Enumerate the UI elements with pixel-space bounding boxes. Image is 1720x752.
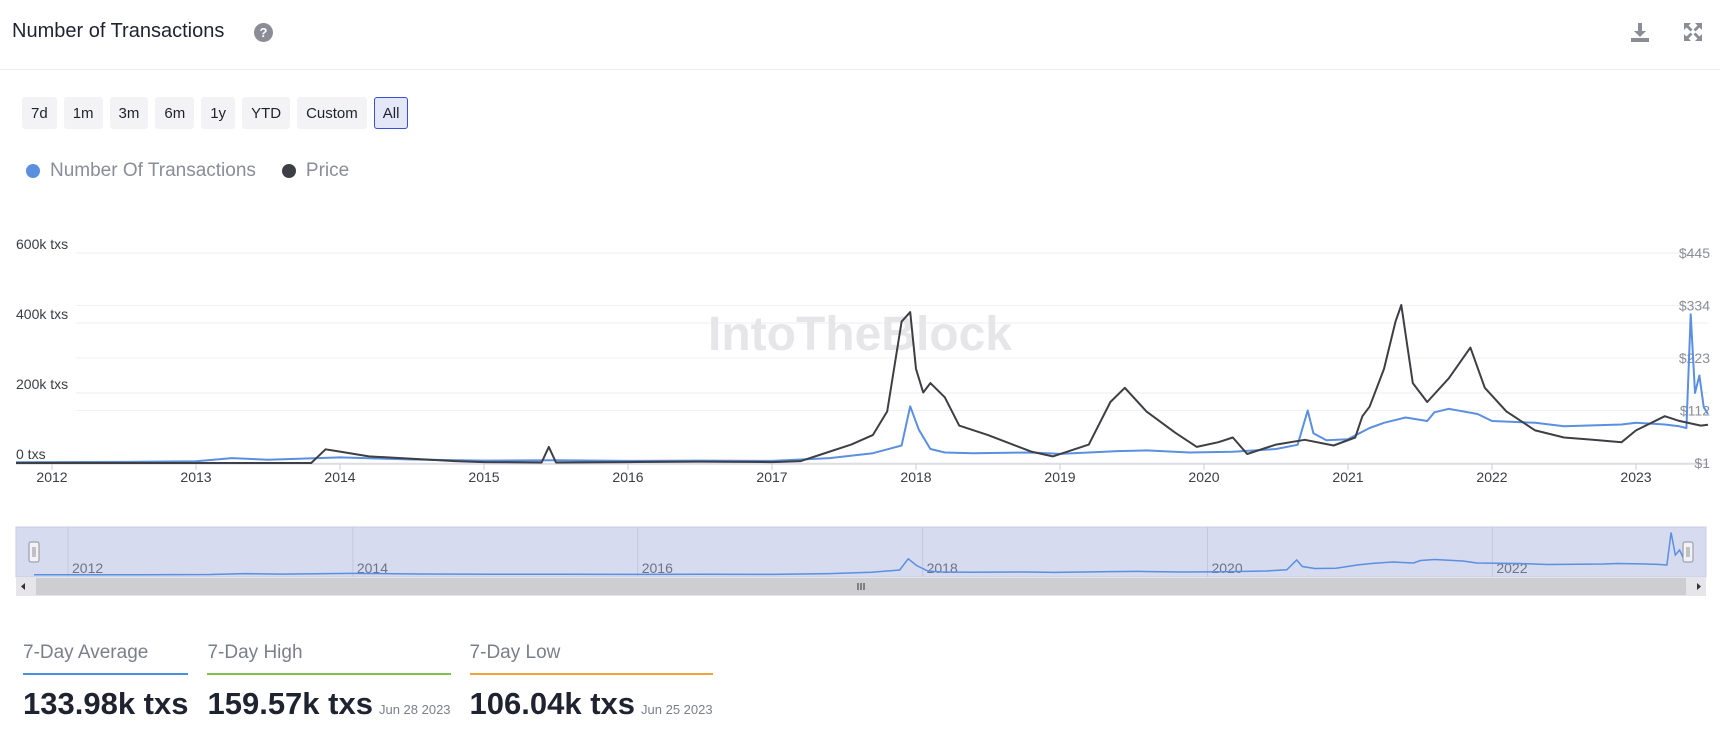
range-selector: 7d 1m 3m 6m 1y YTD Custom All [22,97,409,129]
grid-lines [16,252,1708,470]
stat-label: 7-Day Average [23,642,189,675]
x-tick-label: 2018 [900,469,931,485]
x-tick-label: 2012 [36,469,67,485]
legend-item-price[interactable]: Price [281,160,350,182]
scroll-right-arrow-icon [1697,583,1701,590]
range-1m-button[interactable]: 1m [63,97,103,129]
range-1y-button[interactable]: 1y [201,97,236,129]
range-all-button[interactable]: All [373,97,409,129]
stat-low: 7-Day Low 106.04k txs Jun 25 2023 [469,642,713,722]
stat-average: 7-Day Average 133.98k txs [23,642,189,722]
y-right-tick-label: $445 [1679,245,1710,261]
y-right-tick-label: $223 [1679,350,1710,366]
navigator-label: 2012 [72,560,103,576]
watermark: IntoTheBlock [708,308,1012,361]
stat-label: 7-Day Low [469,642,713,675]
y-right-tick-label: $1 [1694,455,1710,471]
navigator-label: 2014 [357,560,388,576]
y-right-tick-label: $334 [1679,298,1710,314]
y-left-tick-label: 0 txs [16,446,46,462]
legend-dot-transactions [26,164,40,178]
y-left-tick-label: 200k txs [16,376,68,392]
navigator-mask [15,526,1707,578]
stat-date: Jun 25 2023 [641,702,713,717]
x-tick-label: 2022 [1476,469,1507,485]
x-tick-label: 2013 [180,469,211,485]
stat-date: Jun 28 2023 [378,702,451,717]
x-tick-label: 2014 [324,469,355,485]
series-line-transactions [15,313,1709,464]
x-tick-label: 2020 [1188,469,1219,485]
navigator-handle-right [1682,541,1694,563]
navigator[interactable]: 2012 2014 2016 2018 2020 2022 [15,526,1707,596]
y-left-tick-label: 600k txs [16,236,68,252]
legend-label-price: Price [305,160,350,181]
x-tick-label: 2021 [1332,469,1363,485]
chart-area: IntoTheBlock 600k txs 400k txs 200k txs 0 t… [15,236,1710,596]
range-custom-button[interactable]: Custom [297,97,367,129]
x-tick-label: 2023 [1620,469,1651,485]
stat-value: 106.04k txs [469,686,636,721]
x-tick-label: 2015 [468,469,499,485]
x-tick-label: 2017 [756,469,787,485]
chart-legend: Number Of Transactions Price [26,160,349,182]
axis-labels: 600k txs 400k txs 200k txs 0 txs $445 $334 $22… [16,236,1710,485]
expand-icon[interactable] [1681,20,1705,44]
chart-title: Number of Transactions [12,20,225,42]
series-lines [15,304,1709,464]
legend-label-transactions: Number Of Transactions [50,160,256,181]
range-3m-button[interactable]: 3m [109,97,149,129]
scroll-left-arrow-icon [21,583,25,590]
stat-value: 133.98k txs [23,686,189,721]
legend-item-transactions[interactable]: Number Of Transactions [26,160,256,182]
range-6m-button[interactable]: 6m [155,97,195,129]
navigator-label: 2022 [1496,560,1527,576]
navigator-label: 2018 [927,560,958,576]
navigator-label: 2016 [642,560,673,576]
y-left-tick-label: 400k txs [16,306,68,322]
range-7d-button[interactable]: 7d [22,97,57,129]
stat-label: 7-Day High [207,642,451,675]
stat-high: 7-Day High 159.57k txs Jun 28 2023 [207,642,451,722]
navigator-handle-left [28,541,40,563]
navigator-series-line [33,532,1689,576]
chart-header: Number of Transactions ? [0,0,1720,70]
help-icon[interactable]: ? [254,23,273,42]
x-tick-label: 2019 [1044,469,1075,485]
stats-row: 7-Day Average 133.98k txs 7-Day High 159… [23,642,713,722]
stat-value: 159.57k txs [207,686,373,721]
series-line-price [16,304,1709,464]
download-icon[interactable] [1628,20,1652,44]
range-ytd-button[interactable]: YTD [242,97,291,129]
legend-dot-price [281,164,296,178]
x-tick-label: 2016 [612,469,643,485]
navigator-label: 2020 [1211,560,1242,576]
